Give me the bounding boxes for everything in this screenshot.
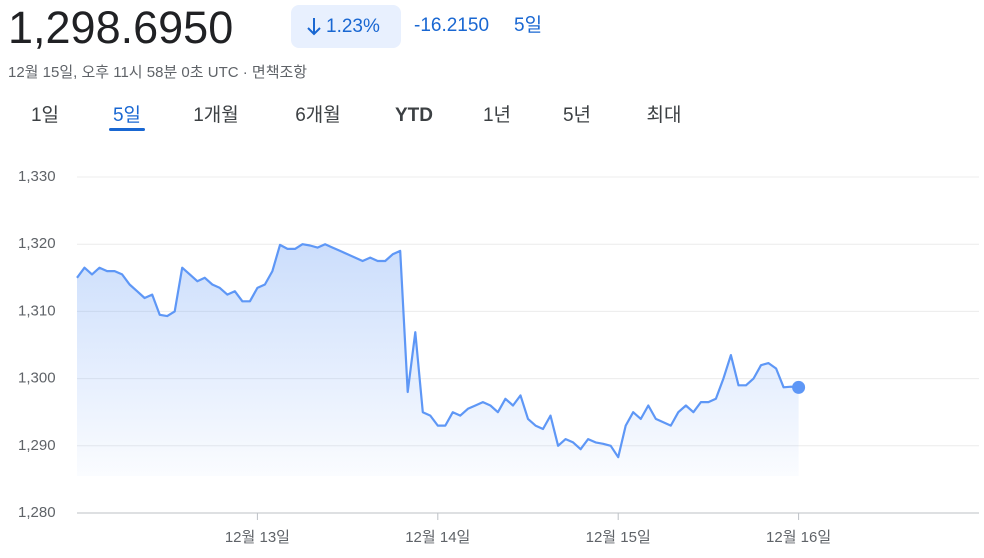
tab-bar: 1일 5일 1개월 6개월 YTD 1년 5년 최대 <box>31 104 682 131</box>
change-percent: 1.23% <box>326 16 380 37</box>
y-tick-label: 1,290 <box>18 437 56 454</box>
timestamp: 12월 15일, 오후 11시 58분 0초 UTC · 면책조항 <box>8 64 307 81</box>
price: 1,298.6950 <box>8 2 233 53</box>
last-point <box>792 380 806 394</box>
chart: 1,280 1,290 1,300 1,310 1,320 1,330 12월 13일 12월… <box>18 168 979 546</box>
x-tick-label: 12월 13일 <box>225 529 290 546</box>
x-tick-label: 12월 16일 <box>766 529 831 546</box>
down-arrow-icon <box>307 18 321 36</box>
tab[interactable]: 최대 <box>647 104 682 126</box>
tab-underline <box>109 128 145 131</box>
tab[interactable]: 5년 <box>563 104 591 126</box>
change-badge <box>291 5 401 48</box>
tab[interactable]: 1개월 <box>193 104 239 126</box>
tab[interactable]: YTD <box>395 105 433 126</box>
price-line <box>76 243 799 459</box>
x-tick-label: 12월 14일 <box>405 529 470 546</box>
change-value: -16.2150 <box>414 15 489 36</box>
y-tick-label: 1,280 <box>18 504 56 521</box>
tab[interactable]: 1일 <box>31 104 59 126</box>
x-tick-label: 12월 15일 <box>586 529 651 546</box>
y-tick-label: 1,320 <box>18 235 56 252</box>
y-tick-label: 1,300 <box>18 370 56 387</box>
tab[interactable]: 1년 <box>483 104 511 126</box>
area-fill <box>77 244 799 476</box>
y-tick-label: 1,310 <box>18 302 56 319</box>
tab[interactable]: 5일 <box>113 104 141 126</box>
tab[interactable]: 6개월 <box>295 104 341 126</box>
y-tick-label: 1,330 <box>18 168 56 185</box>
period: 5일 <box>514 14 542 36</box>
